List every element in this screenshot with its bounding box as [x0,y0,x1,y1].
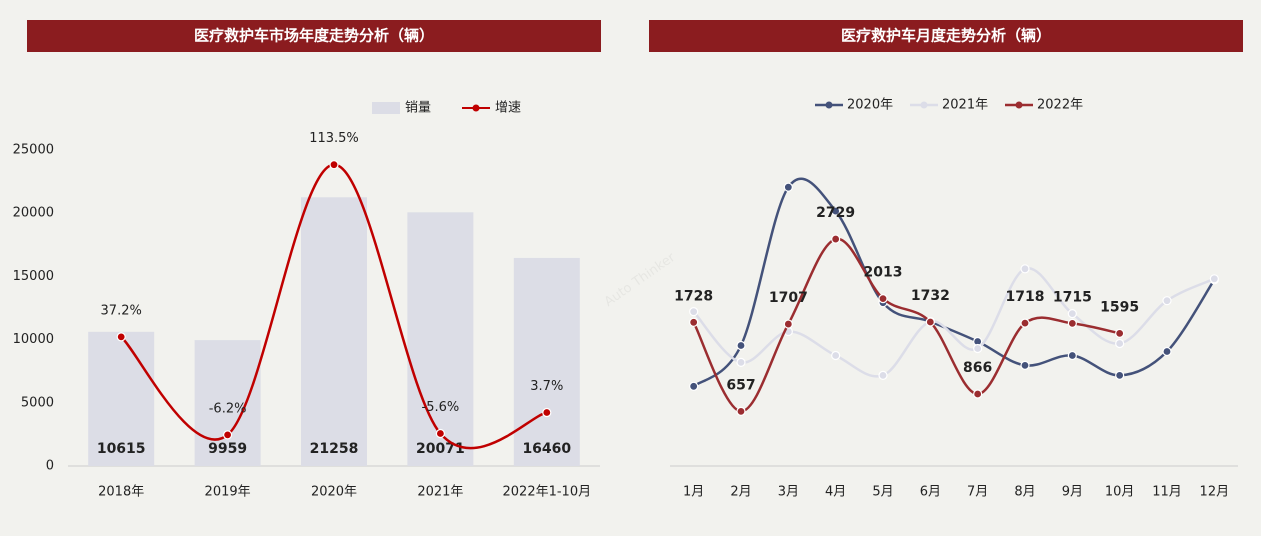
marker [736,357,746,367]
marker [689,307,699,317]
data-label: -5.6% [422,400,460,415]
marker [689,317,699,327]
legend-label: 2022年 [1037,98,1083,113]
legend-marker [472,104,480,112]
y-tick-label: 0 [46,459,54,474]
marker [925,317,935,327]
title-bar [649,20,1243,52]
legend-label: 增速 [495,101,521,116]
data-label: 113.5% [309,131,359,146]
x-tick-label: 8月 [1014,485,1035,500]
data-label: 657 [726,377,755,393]
bar-value: 20071 [416,441,465,457]
marker [329,160,339,170]
marker [1209,274,1219,284]
y-tick-label: 5000 [21,395,54,410]
marker [973,343,983,354]
bar [194,340,261,466]
bar-value: 16460 [522,441,571,457]
bar [301,197,367,466]
data-label: 2013 [864,265,903,281]
x-tick-label: 9月 [1062,485,1083,500]
bar [513,257,580,466]
data-label: -6.2% [209,401,247,416]
marker [1162,346,1172,357]
marker [973,389,983,399]
data-label: 1728 [674,288,713,304]
x-tick-label: 6月 [920,485,941,500]
marker [878,294,888,304]
x-tick-label: 2月 [730,485,751,500]
marker [831,206,841,216]
marker [689,381,699,391]
y-tick-label: 15000 [13,269,54,284]
marker [1067,309,1077,319]
title-bar [27,20,601,52]
marker [1115,328,1125,338]
marker [1162,296,1172,306]
y-tick-label: 20000 [13,206,54,221]
x-tick-label: 11月 [1152,485,1182,500]
legend-marker [1015,101,1023,109]
x-tick-label: 5月 [872,485,893,500]
marker [1115,370,1125,380]
x-tick-label: 1月 [683,485,704,500]
x-tick-label: 2019年 [205,485,251,500]
bar-value: 21258 [310,441,359,457]
marker [736,406,746,416]
marker [1020,360,1030,370]
marker [435,428,445,439]
data-label: 2729 [816,205,855,221]
chart-title: 医疗救护车市场年度走势分析（辆） [194,27,434,45]
x-tick-label: 7月 [967,485,988,500]
data-label: 1718 [1006,289,1045,305]
bar-value: 10615 [97,441,146,457]
marker [1020,264,1030,274]
marker [223,430,233,440]
marker [1067,318,1077,328]
chart-title: 医疗救护车月度走势分析（辆） [841,27,1051,45]
marker [116,332,126,342]
bar [88,331,155,466]
marker [1020,318,1030,328]
y-tick-label: 10000 [13,332,54,347]
data-label: 1707 [769,290,808,306]
y-tick-label: 25000 [13,143,54,158]
data-label: 37.2% [101,303,142,318]
data-label: 1595 [1100,299,1139,315]
x-tick-label: 2021年 [417,485,463,500]
legend-marker [920,101,928,109]
marker [542,407,552,418]
legend-label: 销量 [405,101,431,116]
x-tick-label: 3月 [778,485,799,500]
data-label: 3.7% [530,379,563,394]
marker [783,182,793,192]
marker [783,319,793,329]
data-label: 1732 [911,288,950,304]
marker [831,350,841,361]
legend-marker [825,101,833,109]
data-label: 1715 [1053,289,1092,305]
bar-value: 9959 [208,441,247,457]
marker [1067,350,1077,361]
marker [1115,338,1125,349]
legend-label: 2021年 [942,98,988,113]
marker [736,340,746,351]
x-tick-label: 4月 [825,485,846,500]
x-tick-label: 2022年1-10月 [503,485,592,500]
x-tick-label: 2018年 [98,485,144,500]
bar [407,212,474,466]
marker [878,370,888,380]
x-tick-label: 12月 [1200,485,1230,500]
data-label: 866 [963,360,992,376]
legend-swatch [372,102,400,114]
x-tick-label: 10月 [1105,485,1135,500]
x-tick-label: 2020年 [311,485,357,500]
legend-label: 2020年 [847,98,893,113]
marker [831,234,841,244]
